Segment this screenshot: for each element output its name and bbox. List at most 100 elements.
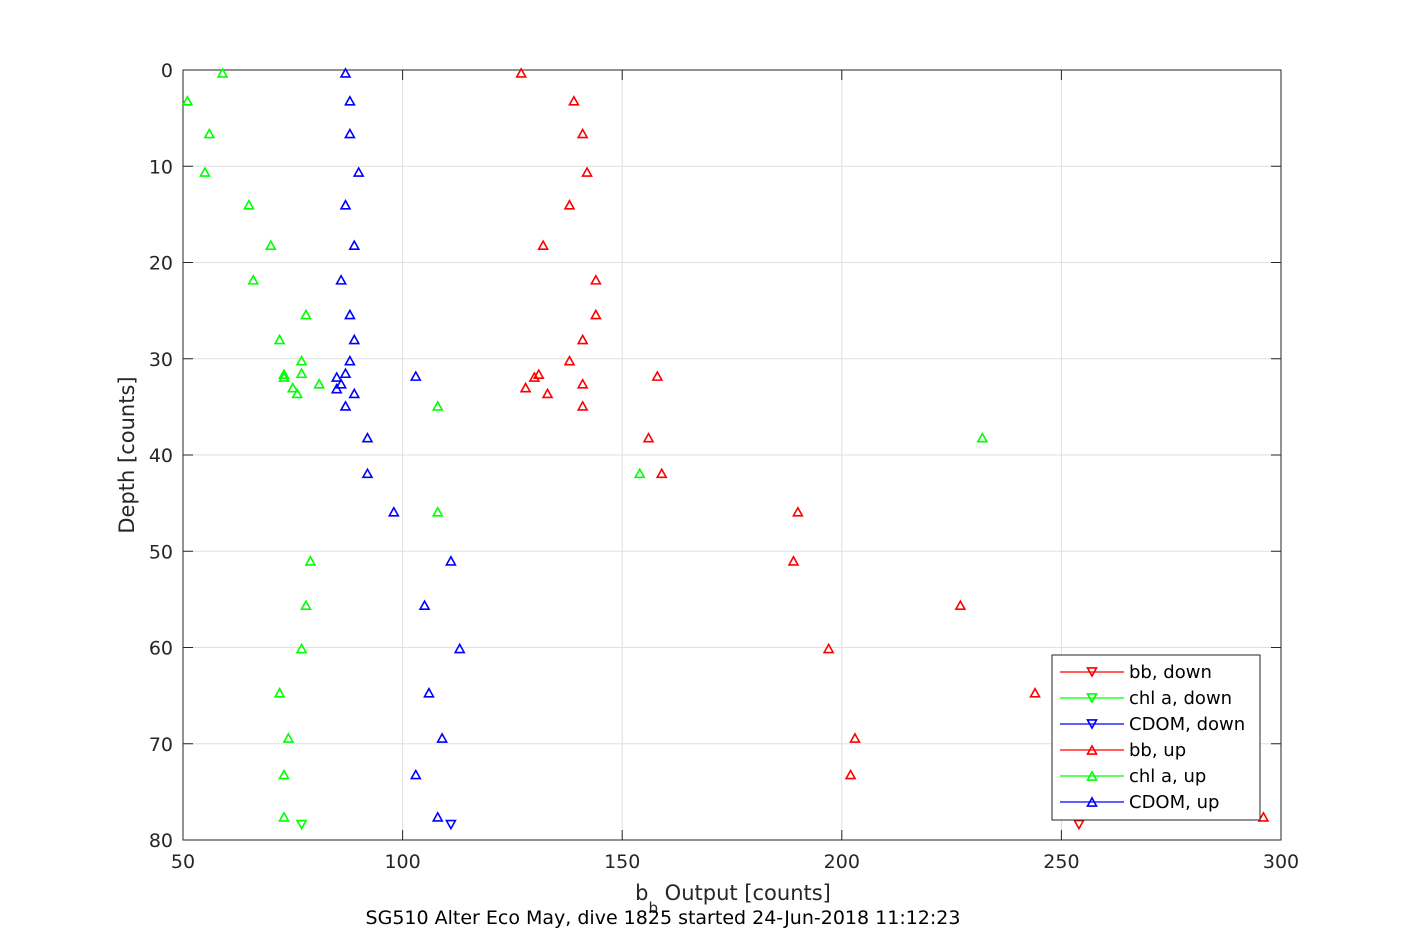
data-point-series-4 bbox=[976, 431, 989, 443]
x-axis-label-rest: Output [counts] bbox=[658, 881, 831, 905]
data-point-series-3 bbox=[519, 381, 532, 393]
legend-label: bb, down bbox=[1129, 662, 1212, 683]
data-point-series-5 bbox=[344, 354, 356, 366]
y-tick-label: 80 bbox=[149, 830, 173, 852]
data-point-series-5 bbox=[335, 274, 347, 285]
data-point-series-5 bbox=[344, 95, 356, 106]
data-point-series-5 bbox=[339, 367, 352, 379]
data-point-series-3 bbox=[589, 274, 602, 285]
data-point-series-4 bbox=[278, 368, 290, 380]
data-point-series-3 bbox=[537, 239, 550, 251]
data-point-series-5 bbox=[361, 431, 374, 443]
data-point-series-3 bbox=[655, 467, 668, 479]
data-point-series-4 bbox=[633, 467, 646, 479]
data-point-series-5 bbox=[418, 599, 431, 611]
data-point-series-5 bbox=[409, 768, 422, 780]
data-point-series-5 bbox=[436, 732, 448, 743]
data-point-series-1 bbox=[295, 819, 308, 831]
data-point-series-3 bbox=[642, 431, 655, 443]
x-axis-label-subscript: b bbox=[648, 899, 658, 917]
x-tick-label: 250 bbox=[1043, 851, 1079, 873]
y-tick-label: 10 bbox=[149, 156, 173, 178]
x-tick-label: 100 bbox=[384, 851, 420, 873]
legend-marker bbox=[1086, 693, 1098, 704]
legend-marker bbox=[1086, 796, 1098, 807]
x-tick-label: 50 bbox=[171, 851, 195, 873]
data-point-series-3 bbox=[568, 95, 580, 106]
x-axis-label-main: b bbox=[635, 881, 648, 905]
data-point-series-3 bbox=[822, 642, 835, 654]
data-point-series-4 bbox=[431, 400, 444, 411]
data-point-series-4 bbox=[313, 378, 326, 389]
data-point-series-5 bbox=[361, 467, 374, 479]
data-point-series-4 bbox=[300, 308, 312, 320]
data-point-series-3 bbox=[576, 333, 589, 345]
data-point-series-4 bbox=[199, 166, 211, 177]
y-tick-label: 60 bbox=[149, 638, 173, 660]
data-markers bbox=[181, 67, 1270, 831]
y-tick-label: 30 bbox=[149, 349, 173, 371]
data-point-series-5 bbox=[339, 400, 352, 411]
data-point-series-3 bbox=[1257, 811, 1270, 822]
data-point-series-4 bbox=[282, 732, 295, 743]
legend-label: chl a, down bbox=[1129, 688, 1232, 709]
data-point-series-5 bbox=[339, 67, 352, 78]
legend-label: chl a, up bbox=[1129, 766, 1206, 787]
data-point-series-4 bbox=[431, 506, 444, 517]
data-point-series-3 bbox=[576, 400, 589, 411]
legend-marker bbox=[1086, 770, 1098, 781]
data-point-series-5 bbox=[453, 642, 466, 654]
legend: bb, down chl a, down CDOM, down bb, up chl a… bbox=[1051, 654, 1261, 821]
data-point-series-5 bbox=[431, 811, 444, 822]
legend-box bbox=[1051, 654, 1261, 821]
data-point-series-3 bbox=[844, 768, 857, 780]
legend-label: CDOM, up bbox=[1129, 792, 1219, 813]
axis-ticks: 50 100 150 200 250 300 0 10 20 30 40 50 60 70 80 bbox=[149, 60, 1299, 873]
data-point-series-3 bbox=[541, 387, 554, 399]
legend-marker bbox=[1086, 744, 1098, 755]
y-tick-label: 40 bbox=[149, 445, 173, 467]
data-point-series-3 bbox=[515, 67, 528, 78]
data-point-series-3 bbox=[576, 378, 589, 389]
data-point-series-3 bbox=[849, 732, 861, 743]
data-point-series-3 bbox=[563, 354, 576, 366]
legend-marker bbox=[1086, 719, 1098, 730]
data-point-series-4 bbox=[304, 555, 317, 566]
data-point-series-5 bbox=[330, 382, 343, 394]
data-point-series-3 bbox=[651, 370, 664, 381]
data-point-series-3 bbox=[563, 199, 576, 210]
data-point-series-4 bbox=[278, 371, 290, 382]
chart-caption: SG510 Alter Eco May, dive 1825 started 2… bbox=[366, 907, 961, 929]
grid-lines bbox=[183, 70, 1281, 840]
data-point-series-5 bbox=[348, 333, 361, 345]
data-point-series-4 bbox=[216, 67, 229, 78]
legend-label: CDOM, down bbox=[1129, 714, 1245, 735]
x-tick-label: 150 bbox=[604, 851, 640, 873]
data-point-series-4 bbox=[286, 381, 299, 393]
data-point-series-3 bbox=[787, 555, 800, 566]
data-point-series-4 bbox=[247, 274, 260, 285]
data-point-series-3 bbox=[581, 166, 593, 177]
data-point-series-4 bbox=[264, 239, 277, 251]
data-point-series-4 bbox=[278, 768, 290, 780]
data-point-series-4 bbox=[243, 199, 255, 210]
y-tick-label: 0 bbox=[161, 60, 173, 82]
data-point-series-5 bbox=[387, 506, 400, 517]
data-point-series-5 bbox=[409, 370, 422, 381]
data-point-series-5 bbox=[330, 371, 343, 382]
data-point-series-5 bbox=[445, 555, 457, 566]
data-point-series-4 bbox=[295, 354, 308, 366]
data-point-series-4 bbox=[273, 333, 286, 345]
data-point-series-5 bbox=[348, 387, 361, 399]
legend-marker bbox=[1086, 667, 1098, 678]
data-point-series-4 bbox=[291, 387, 304, 399]
data-point-series-5 bbox=[339, 199, 352, 210]
data-point-series-3 bbox=[576, 127, 589, 139]
data-point-series-3 bbox=[532, 368, 545, 380]
legend-label: bb, up bbox=[1129, 740, 1186, 761]
data-point-series-4 bbox=[273, 687, 286, 698]
y-axis-label: Depth [counts] bbox=[115, 376, 139, 533]
y-tick-label: 70 bbox=[149, 734, 173, 756]
data-point-series-5 bbox=[348, 239, 361, 251]
data-point-series-4 bbox=[203, 127, 216, 139]
